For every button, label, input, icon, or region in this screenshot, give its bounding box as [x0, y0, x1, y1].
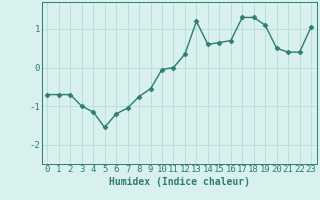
- X-axis label: Humidex (Indice chaleur): Humidex (Indice chaleur): [109, 177, 250, 187]
